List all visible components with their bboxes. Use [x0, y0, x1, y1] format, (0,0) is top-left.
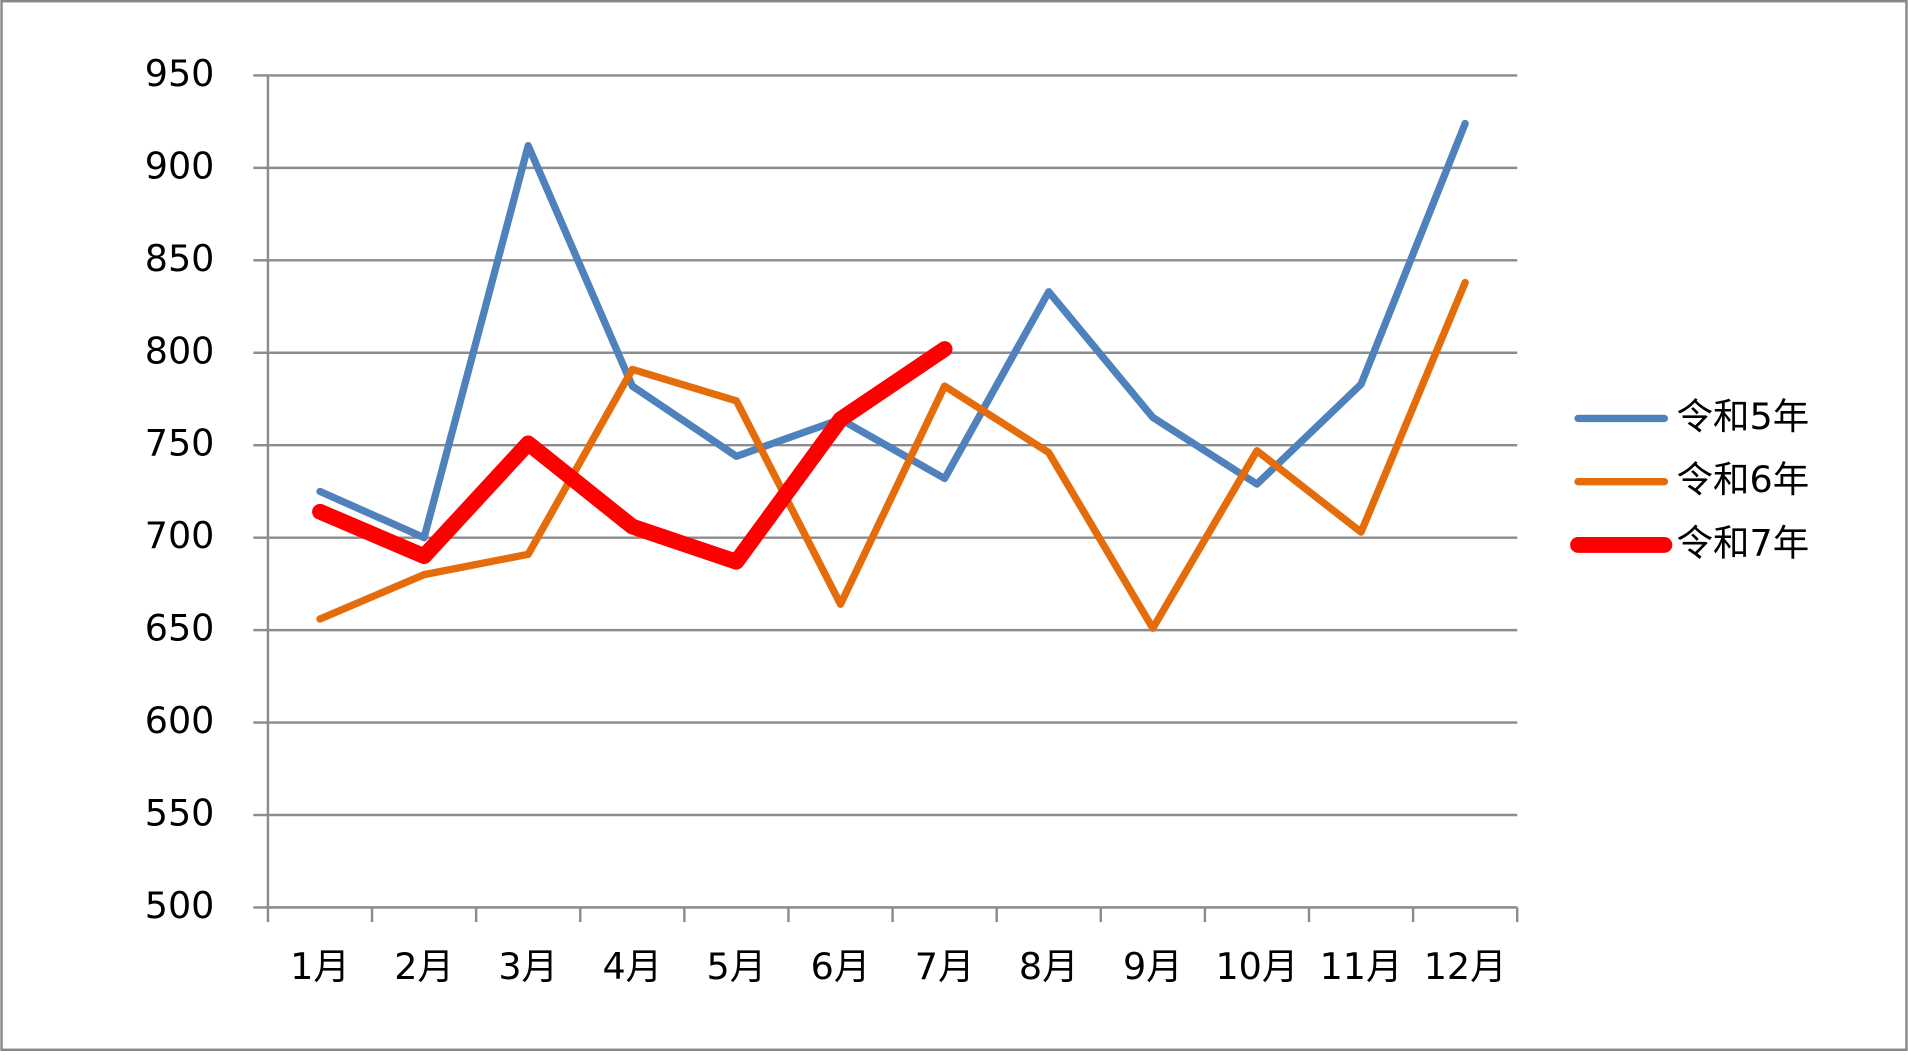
x-tick-label: 7月 [915, 945, 975, 988]
y-tick-label: 650 [145, 607, 215, 650]
x-tick-label: 10月 [1215, 945, 1298, 988]
x-tick-label: 2月 [394, 945, 454, 988]
x-tick-label: 4月 [602, 945, 662, 988]
series-line [316, 278, 1469, 632]
x-tick-label: 6月 [811, 945, 871, 988]
x-tick-label: 9月 [1123, 945, 1183, 988]
y-tick-label: 900 [145, 144, 215, 187]
y-tick-label: 800 [145, 329, 215, 372]
y-tick-label: 500 [145, 884, 215, 927]
x-tick-label: 5月 [707, 945, 767, 988]
x-tick-label: 12月 [1424, 945, 1507, 988]
y-tick-label: 700 [145, 514, 215, 557]
y-tick-label: 550 [145, 792, 215, 835]
legend-label: 令和7年 [1677, 521, 1810, 564]
y-tick-label: 950 [145, 52, 215, 95]
y-tick-label: 750 [145, 422, 215, 465]
legend-label: 令和5年 [1677, 395, 1810, 438]
x-tick-label: 1月 [290, 945, 350, 988]
legend-label: 令和6年 [1677, 458, 1810, 501]
y-tick-label: 850 [145, 237, 215, 280]
y-tick-label: 600 [145, 699, 215, 742]
x-tick-label: 8月 [1019, 945, 1079, 988]
x-tick-label: 11月 [1320, 945, 1403, 988]
x-tick-label: 3月 [498, 945, 558, 988]
series-line [312, 341, 953, 570]
